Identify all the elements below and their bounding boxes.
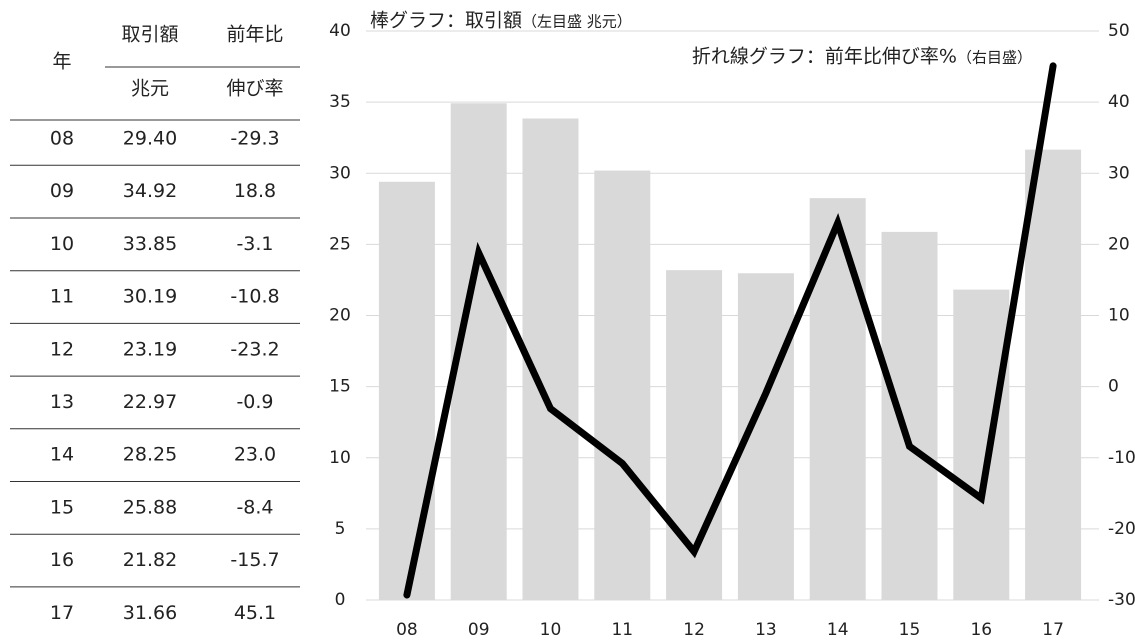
table-cell: 18.8 (234, 180, 276, 202)
table-cell: 30.19 (123, 286, 177, 308)
bar (809, 198, 866, 601)
table-cell: 16 (50, 549, 74, 571)
y-tick-label: 5 (335, 519, 346, 539)
chart-title-note: （左目盛 兆元） (522, 13, 632, 31)
y2-tick-label: -20 (1108, 519, 1135, 539)
table-cell: 21.82 (123, 549, 177, 571)
table-cell: 23.19 (123, 338, 177, 360)
x-tick-label: 16 (970, 620, 992, 640)
table-cell: 09 (50, 180, 74, 202)
x-tick-label: 15 (899, 620, 921, 640)
table-cell: 15 (50, 496, 74, 518)
table-cell: 31.66 (123, 602, 177, 624)
y-tick-label: 10 (329, 448, 351, 468)
table-cell: -3.1 (236, 233, 273, 255)
table-cell: 10 (50, 233, 74, 255)
bar (953, 289, 1010, 600)
table-cell: 11 (50, 286, 74, 308)
table-cell: 17 (50, 602, 74, 624)
bar (881, 231, 938, 600)
x-tick-label: 14 (827, 620, 849, 640)
x-tick-label: 09 (468, 620, 490, 640)
table-cell: 28.25 (123, 444, 177, 466)
y2-tick-label: 0 (1108, 377, 1119, 397)
table-cell: 23.0 (234, 444, 276, 466)
y-tick-label: 30 (329, 163, 351, 183)
x-tick-label: 11 (611, 620, 633, 640)
table-cell: 13 (50, 391, 74, 413)
bar (594, 170, 651, 601)
y2-tick-label: -10 (1108, 448, 1135, 468)
table-cell: 29.40 (123, 128, 177, 150)
table-cell: -15.7 (230, 549, 279, 571)
bar (522, 118, 579, 600)
x-tick-label: 10 (540, 620, 562, 640)
x-tick-label: 13 (755, 620, 777, 640)
x-tick-label: 12 (683, 620, 705, 640)
table-cell: 45.1 (234, 602, 276, 624)
chart-title: 棒グラフ：取引額 (370, 10, 522, 32)
table-cell: -29.3 (230, 128, 279, 150)
table-cell: 08 (50, 128, 74, 150)
bar (378, 181, 435, 600)
table-cell: 12 (50, 338, 74, 360)
y2-tick-label: 30 (1108, 163, 1130, 183)
y2-tick-label: -30 (1108, 590, 1135, 610)
table-cell: -23.2 (230, 338, 279, 360)
y-tick-label: 15 (329, 377, 351, 397)
x-tick-label: 08 (396, 620, 418, 640)
chart-subtitle: 折れ線グラフ：前年比伸び率% (692, 46, 957, 68)
y-tick-label: 0 (335, 590, 346, 610)
table: 年 取引額 前年比 兆元 伸び率 (10, 24, 300, 121)
y-tick-label: 20 (329, 306, 351, 326)
y-tick-label: 35 (329, 92, 351, 112)
table-header: 年 (52, 51, 71, 73)
y-tick-label: 40 (329, 21, 351, 41)
table-header: 前年比 (226, 24, 283, 46)
table-cell: 14 (50, 444, 74, 466)
table-cell: -0.9 (236, 391, 273, 413)
bar (1025, 149, 1082, 600)
y2-tick-label: 50 (1108, 21, 1130, 41)
table-cell: 22.97 (123, 391, 177, 413)
table-header: 取引額 (121, 24, 178, 46)
table-cell: -10.8 (230, 286, 279, 308)
table-cell: 25.88 (123, 496, 177, 518)
table-cell: 33.85 (123, 233, 177, 255)
y2-tick-label: 40 (1108, 92, 1130, 112)
line (403, 62, 1057, 599)
y2-tick-label: 10 (1108, 306, 1130, 326)
x-tick-label: 17 (1042, 620, 1064, 640)
chart-subtitle-note: （右目盛） (957, 49, 1032, 67)
table-header: 伸び率 (226, 78, 283, 100)
y-tick-label: 25 (329, 234, 351, 254)
y2-tick-label: 20 (1108, 234, 1130, 254)
table-cell: -8.4 (236, 496, 273, 518)
table-cell: 34.92 (123, 180, 177, 202)
table-header: 兆元 (131, 78, 169, 100)
